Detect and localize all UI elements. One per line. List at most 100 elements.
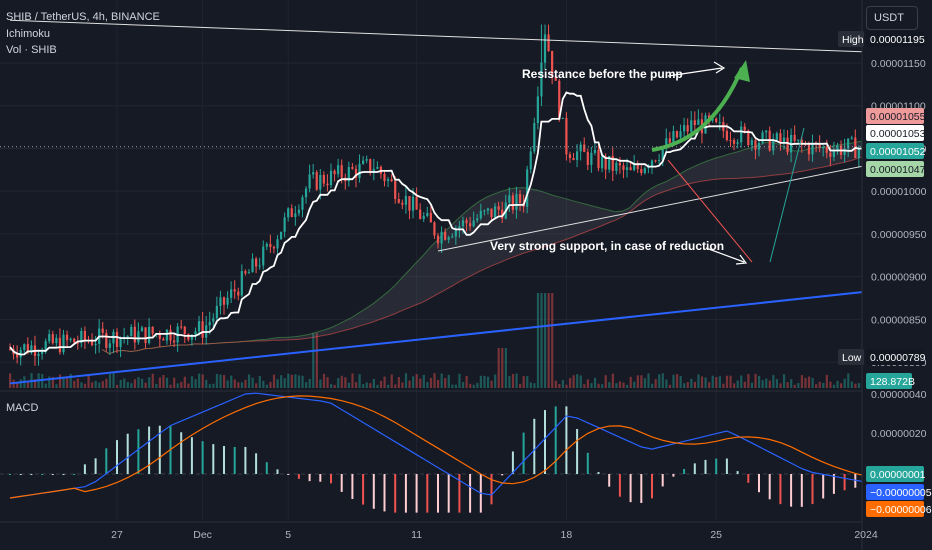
volume-bar <box>800 375 803 388</box>
volume-bar <box>679 375 682 388</box>
candle-body <box>201 321 204 338</box>
candle-body <box>222 297 226 305</box>
candle-body <box>365 159 368 161</box>
volume-bar <box>740 375 743 388</box>
candle-body <box>48 334 51 342</box>
candle-body <box>426 212 429 216</box>
volume-bar <box>572 375 575 388</box>
candle-body <box>297 209 300 214</box>
currency-button[interactable]: USDT <box>866 6 918 30</box>
macd-histogram-bar <box>661 474 664 487</box>
candle-body <box>404 196 407 205</box>
volume-bar <box>212 383 215 388</box>
candle-body <box>429 212 432 223</box>
candle-body <box>800 139 803 144</box>
volume-bar <box>743 381 746 388</box>
volume-bar <box>347 382 351 388</box>
volume-bar <box>722 383 725 388</box>
candle-body <box>793 134 796 141</box>
time-axis[interactable]: 27Dec51118252024815 <box>0 521 932 541</box>
candle-body <box>30 345 33 353</box>
volume-bar <box>658 374 661 388</box>
candle-body <box>62 334 65 353</box>
price-tag-bg <box>866 349 924 365</box>
candle-body <box>187 334 190 340</box>
candle-body <box>779 133 782 143</box>
candle-body <box>212 318 215 322</box>
macd-legend: MACD <box>6 402 39 414</box>
candle-body <box>772 140 775 151</box>
long-support-line <box>9 283 932 385</box>
volume-bar <box>651 383 654 388</box>
macd-histogram-bar <box>426 474 429 513</box>
volume-bar <box>412 376 415 388</box>
volume-bar <box>479 375 482 388</box>
macd-histogram-bar <box>51 474 54 475</box>
macd-histogram-bar <box>576 428 579 474</box>
volume-bar <box>390 374 393 388</box>
volume-tag-bg <box>866 373 912 389</box>
macd-histogram-bar <box>404 474 407 513</box>
macd-histogram-bar <box>704 459 707 474</box>
candle-body <box>119 337 122 347</box>
price-tag-bg <box>866 125 924 141</box>
candle-body <box>732 140 736 144</box>
candle-body <box>775 133 778 141</box>
volume-bar <box>123 378 126 388</box>
volume-bar <box>736 380 739 388</box>
candle-body <box>73 338 76 343</box>
volume-bar <box>615 383 618 388</box>
volume-bar <box>451 384 454 388</box>
macd-tag-bg <box>866 466 924 482</box>
volume-bar <box>297 375 301 388</box>
volume-bar <box>337 378 340 388</box>
candle-body <box>411 196 415 211</box>
candle-body <box>144 327 147 344</box>
volume-bar <box>836 380 839 388</box>
macd-histogram-bar <box>116 440 118 474</box>
candle-body <box>105 332 108 348</box>
macd-histogram-bar <box>319 474 322 482</box>
candle-body <box>679 131 682 138</box>
volume-bar <box>840 383 843 388</box>
macd-histogram-bar <box>41 474 44 475</box>
volume-bar <box>811 377 814 388</box>
price-tick-label: 0.00000950 <box>871 229 927 241</box>
candle-body <box>650 160 654 167</box>
candle-body <box>37 353 40 356</box>
candle-body <box>593 149 597 153</box>
volume-bar <box>183 376 186 388</box>
candle-body <box>294 213 297 218</box>
volume-bar <box>469 383 472 388</box>
volume-bar <box>854 383 857 388</box>
candle-body <box>608 155 611 170</box>
price-tag-bg <box>866 143 924 159</box>
time-tick-label: 5 <box>285 529 291 541</box>
candle-body <box>194 331 197 335</box>
volume-bar <box>76 378 79 388</box>
candle-body <box>611 155 614 171</box>
symbol-legend: SHIB / TetherUS, 4h, BINANCE <box>6 11 160 23</box>
volume-bar <box>319 379 322 388</box>
volume-bar <box>622 382 625 388</box>
volume-bar <box>208 384 211 388</box>
candle-body <box>765 130 768 133</box>
volume-bar <box>790 379 793 388</box>
macd-histogram-bar <box>501 474 504 476</box>
macd-histogram-bar <box>330 474 332 484</box>
volume-bar <box>330 384 333 388</box>
volume-tag: 128.872B <box>870 376 915 388</box>
macd-histogram-bar <box>629 474 632 503</box>
price-tick-label: 0.00001000 <box>871 186 927 198</box>
volume-bar <box>305 382 308 388</box>
drawings[interactable]: Resistance before the pump Very strong su… <box>0 19 932 385</box>
volume-bar <box>94 380 97 388</box>
candle-body <box>172 340 176 343</box>
candle-body <box>511 195 514 210</box>
volume-bar <box>66 376 69 388</box>
candle-body <box>533 123 536 152</box>
price-axis[interactable]: 0.000011500.000011000.000010500.00001000… <box>838 0 932 550</box>
candle-body <box>369 159 372 172</box>
macd-histogram-bar <box>640 474 643 503</box>
